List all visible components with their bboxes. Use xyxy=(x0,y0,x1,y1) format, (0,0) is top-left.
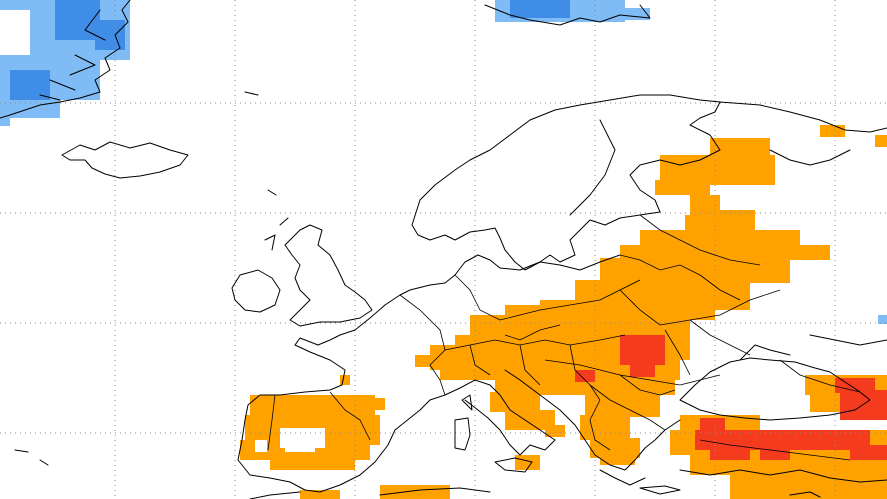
greenland-negative-anomaly xyxy=(0,0,130,126)
ireland-coast xyxy=(231,269,281,313)
sardinia-coast xyxy=(454,417,471,451)
black-sea-coast xyxy=(679,357,871,421)
italy-coast xyxy=(444,379,556,456)
scandinavia-coast xyxy=(411,94,721,271)
svalbard-coast xyxy=(484,4,651,26)
sicily-coast xyxy=(494,457,533,473)
britain-coast xyxy=(284,224,373,327)
svalbard-negative-anomaly xyxy=(495,0,887,324)
iceland-coast xyxy=(61,141,189,179)
greenland-coast xyxy=(0,0,131,119)
positive-anomaly-red xyxy=(575,335,887,460)
continent-coast xyxy=(384,254,621,306)
country-borders xyxy=(267,214,861,461)
iberia-gap xyxy=(255,428,325,452)
